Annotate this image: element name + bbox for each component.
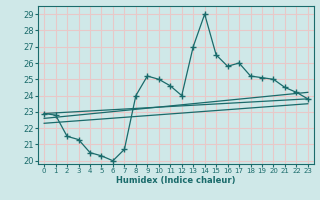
X-axis label: Humidex (Indice chaleur): Humidex (Indice chaleur) [116, 176, 236, 185]
